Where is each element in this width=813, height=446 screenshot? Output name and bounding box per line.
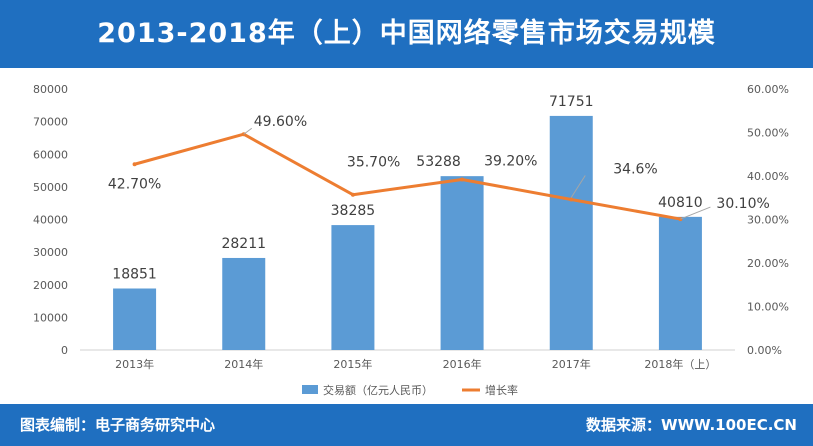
y-right-tick-label: 50.00%: [747, 127, 789, 140]
bar: [222, 257, 266, 350]
y-right-tick-label: 20.00%: [747, 257, 789, 270]
header-banner: 2013-2018年（上）中国网络零售市场交易规模: [0, 0, 813, 68]
bar: [113, 288, 157, 350]
legend-label-bar: 交易额（亿元人民币）: [323, 383, 433, 397]
y-right-tick-label: 30.00%: [747, 214, 789, 227]
y-left-tick-label: 70000: [33, 116, 68, 129]
legend-label-line: 增长率: [485, 383, 518, 397]
y-right-tick-label: 10.00%: [747, 301, 789, 314]
growth-label-leader: [680, 206, 711, 220]
x-tick-label: 2014年: [224, 357, 263, 371]
y-left-tick-label: 0: [61, 344, 68, 357]
growth-value-label: 30.10%: [716, 196, 769, 212]
growth-value-label: 42.70%: [108, 176, 161, 192]
growth-value-label: 49.60%: [254, 114, 307, 130]
y-left-tick-label: 60000: [33, 148, 68, 161]
y-left-tick-label: 80000: [33, 83, 68, 96]
growth-line: [134, 132, 681, 221]
y-left-tick-label: 10000: [33, 311, 68, 324]
growth-value-label: 39.20%: [484, 153, 537, 169]
growth-point: [132, 162, 137, 167]
growth-point: [350, 192, 355, 197]
bar-value-label: 40810: [658, 195, 703, 211]
bar: [549, 115, 593, 351]
bar-value-label: 53288: [416, 154, 461, 170]
y-right-tick-label: 40.00%: [747, 170, 789, 183]
x-tick-label: 2016年: [443, 357, 482, 371]
chart-credit: 图表编制：电子商务研究中心: [20, 416, 216, 434]
y-left-tick-label: 40000: [33, 214, 68, 227]
x-tick-label: 2017年: [552, 357, 591, 371]
chart-area: 0 10000 20000 30000 40000 50000 60000 70000 8000…: [0, 68, 813, 404]
legend-swatch-bar: [302, 385, 318, 394]
growth-value-label: 34.6%: [613, 161, 657, 177]
data-source: 数据来源：WWW.100EC.CN: [586, 416, 797, 434]
growth-label-leader: [243, 127, 253, 135]
growth-point: [569, 197, 574, 202]
y-left-tick-label: 50000: [33, 181, 68, 194]
x-tick-label: 2015年: [333, 357, 372, 371]
y-right-tick-label: 60.00%: [747, 83, 789, 96]
page-title: 2013-2018年（上）中国网络零售市场交易规模: [97, 18, 716, 49]
bar: [331, 225, 375, 350]
bar-value-label: 71751: [549, 94, 594, 110]
bar-value-label: 38285: [331, 203, 376, 219]
x-tick-label: 2018年（上）: [644, 357, 716, 371]
bar-value-label: 18851: [112, 266, 157, 282]
y-left-tick-label: 30000: [33, 246, 68, 259]
bar: [440, 176, 484, 350]
y-right-tick-label: 0.00%: [747, 344, 782, 357]
combo-chart: 0 10000 20000 30000 40000 50000 60000 70000 8000…: [33, 83, 789, 397]
footer-banner: 图表编制：电子商务研究中心 数据来源：WWW.100EC.CN: [0, 404, 813, 446]
growth-value-label: 35.70%: [347, 155, 400, 171]
y-left-tick-label: 20000: [33, 279, 68, 292]
x-tick-label: 2013年: [115, 357, 154, 371]
growth-label-leader: [570, 175, 586, 198]
growth-point: [460, 177, 465, 182]
bar-value-label: 28211: [221, 236, 266, 252]
bar: [658, 216, 702, 350]
